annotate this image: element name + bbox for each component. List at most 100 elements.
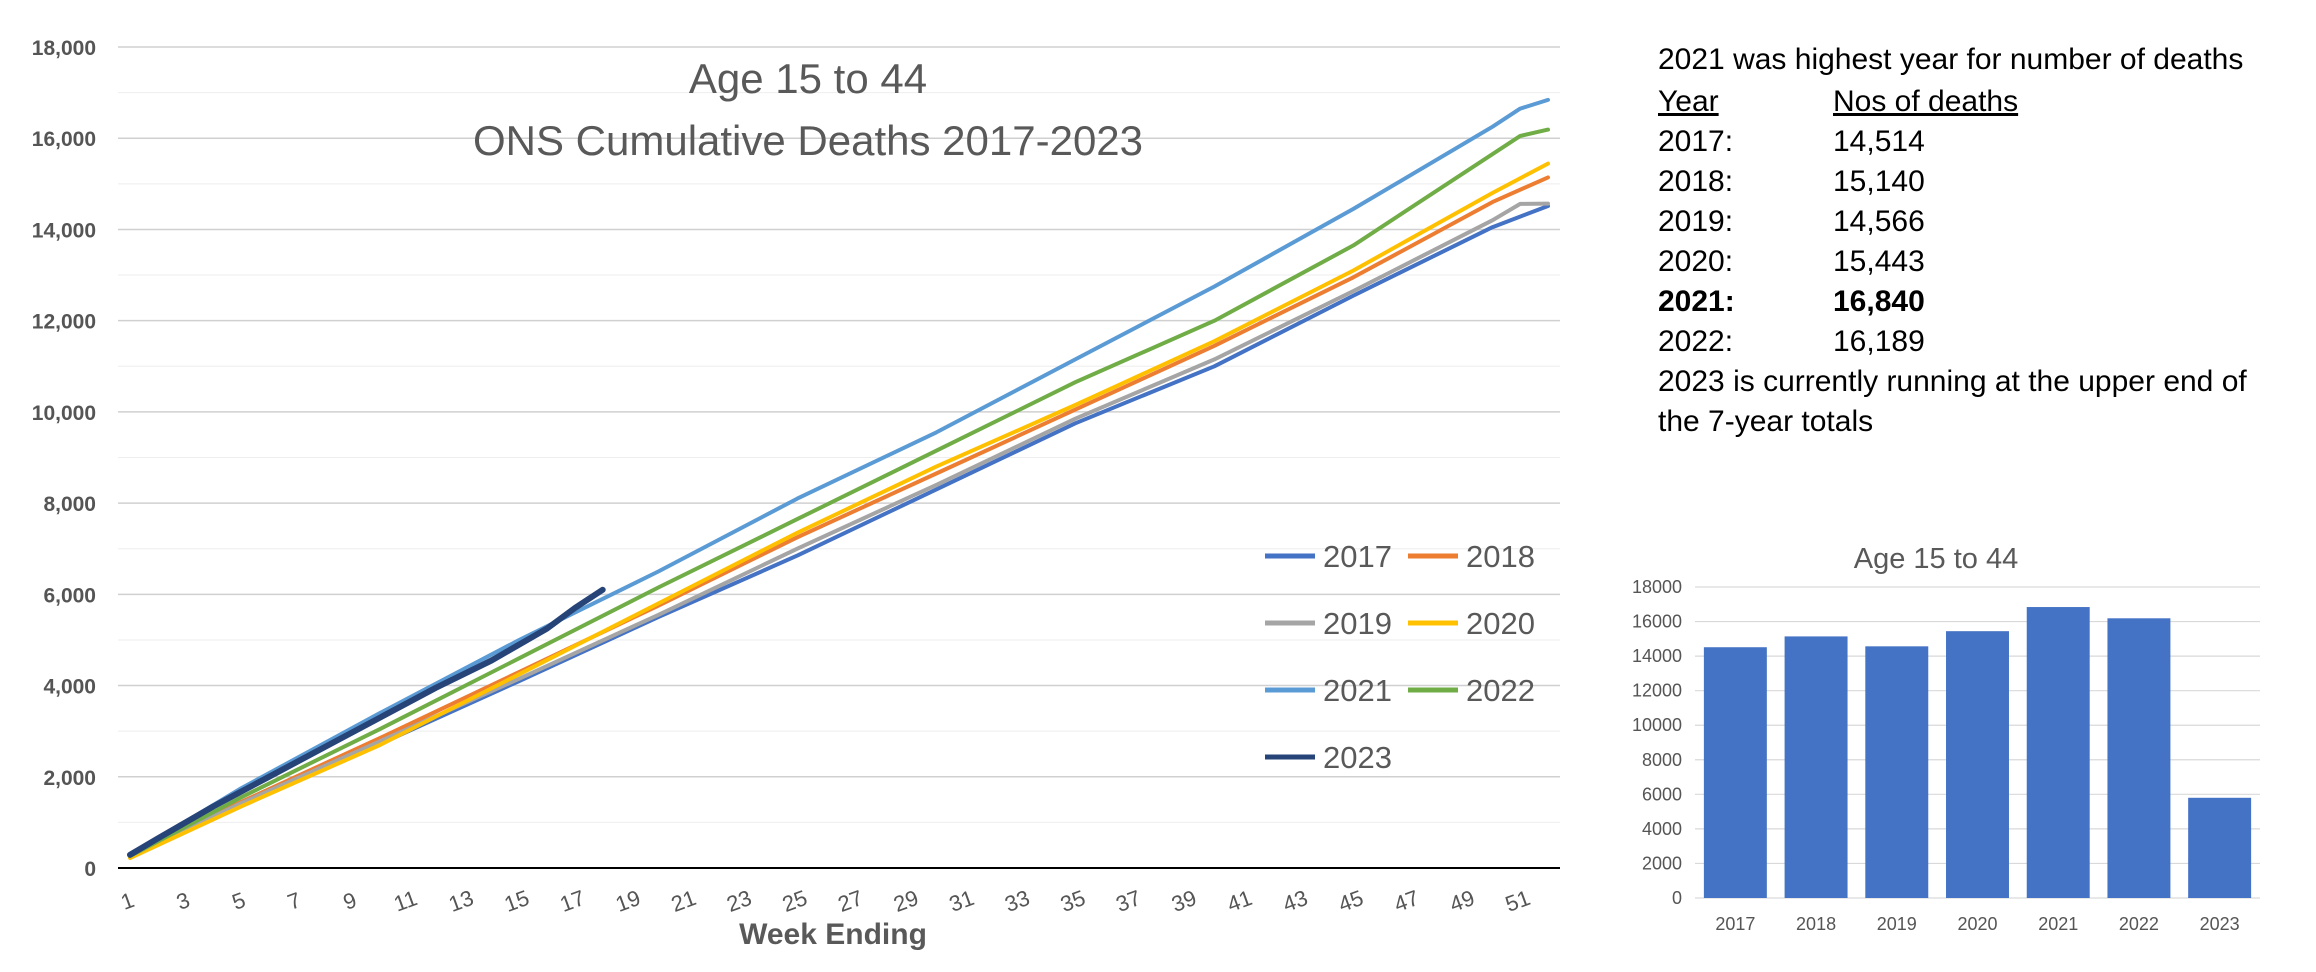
legend-label-2018: 2018 — [1466, 539, 1535, 574]
bar-y-tick-label: 8000 — [1642, 750, 1682, 770]
legend-label-2023: 2023 — [1323, 740, 1392, 775]
y-tick-label: 16,000 — [32, 128, 96, 151]
y-tick-label: 4,000 — [43, 676, 96, 699]
bar-x-tick-label: 2019 — [1877, 914, 1917, 934]
main-chart-title-line1: Age 15 to 44 — [689, 55, 927, 102]
row-deaths: 16,840 — [1833, 285, 1925, 318]
table-row: 2019: 14,566 — [1658, 202, 2278, 242]
bar-y-tick-label: 14000 — [1632, 646, 1682, 666]
row-year: 2021: — [1658, 285, 1735, 318]
row-year: 2019: — [1658, 205, 1734, 238]
header-deaths: Nos of deaths — [1833, 85, 2019, 118]
main-x-axis: 1 3 5 7 9 11 13 15 17 19 21 23 25 27 29 31 33 35 37 39 41 43 4… — [117, 867, 1560, 917]
legend-label-2019: 2019 — [1323, 606, 1392, 641]
y-tick-label: 6,000 — [43, 584, 96, 607]
x-tick-label: 21 — [668, 885, 700, 917]
x-tick-label: 23 — [723, 885, 755, 917]
row-year: 2018: — [1658, 165, 1734, 198]
bar-2017 — [1703, 647, 1767, 898]
bar-chart-title: Age 15 to 44 — [1854, 543, 2018, 575]
x-tick-label: 11 — [390, 885, 420, 916]
bar-y-tick-label: 6000 — [1642, 784, 1682, 804]
series-line-2023 — [127, 586, 606, 858]
legend-label-2017: 2017 — [1323, 539, 1392, 574]
x-tick-label: 31 — [946, 885, 978, 917]
bar-2019 — [1865, 646, 1929, 898]
bar-x-tick-label: 2022 — [2119, 914, 2159, 934]
x-tick-label: 15 — [501, 885, 533, 917]
row-year: 2022: — [1658, 325, 1734, 358]
x-tick-label: 43 — [1279, 885, 1311, 917]
bar-y-tick-label: 10000 — [1632, 715, 1682, 735]
x-tick-label: 45 — [1335, 885, 1367, 917]
table-row: 2018: 15,140 — [1658, 162, 2278, 202]
bar-x-tick-label: 2021 — [2038, 914, 2078, 934]
bar-y-tick-label: 4000 — [1642, 819, 1682, 839]
x-tick-label: 19 — [612, 885, 644, 917]
bar-y-tick-label: 16000 — [1632, 612, 1682, 632]
series-line-2021 — [128, 97, 1550, 858]
main-legend: 2017 2018 2019 2020 2021 2022 2023 — [1265, 539, 1535, 775]
x-tick-label: 7 — [284, 887, 304, 915]
bar-2018 — [1784, 636, 1848, 898]
annual-deaths-bar-chart: Age 15 to 44 0 2000 4000 6000 8000 10000 12000… — [1632, 543, 2260, 934]
row-deaths: 14,566 — [1833, 205, 1925, 238]
bar-2022 — [2107, 618, 2171, 898]
summary-note: 2023 is currently running at the upper e… — [1658, 365, 2247, 438]
series-line-2022 — [128, 127, 1550, 859]
bar-x-axis: 2017 2018 2019 2020 2021 2022 2023 — [1715, 914, 2239, 934]
x-tick-label: 9 — [340, 887, 360, 915]
summary-headline: 2021 was highest year for number of deat… — [1658, 43, 2244, 76]
y-tick-label: 10,000 — [32, 402, 96, 425]
x-tick-label: 29 — [890, 885, 922, 917]
x-tick-label: 41 — [1224, 885, 1256, 917]
bar-x-tick-label: 2020 — [1957, 914, 1997, 934]
deaths-table-header: Year Nos of deaths — [1658, 82, 2278, 122]
main-chart-title-line2: ONS Cumulative Deaths 2017-2023 — [473, 117, 1143, 164]
main-series-lines — [127, 97, 1550, 860]
x-tick-label: 5 — [229, 887, 249, 915]
bar-y-tick-label: 12000 — [1632, 681, 1682, 701]
row-year: 2017: — [1658, 125, 1734, 158]
legend-label-2021: 2021 — [1323, 673, 1392, 708]
deaths-table: Year Nos of deaths 2017: 14,514 2018: 15… — [1658, 82, 2278, 362]
bar-x-tick-label: 2023 — [2200, 914, 2240, 934]
row-year: 2020: — [1658, 245, 1734, 278]
x-tick-label: 39 — [1168, 885, 1200, 917]
x-tick-label: 25 — [779, 885, 811, 917]
main-y-axis: 0 2,000 4,000 6,000 8,000 10,000 12,000 14,000 1… — [32, 37, 96, 881]
y-tick-label: 12,000 — [32, 311, 96, 334]
bar-2023 — [2188, 797, 2252, 898]
header-year: Year — [1658, 85, 1719, 118]
series-line-2020 — [128, 161, 1550, 860]
series-line-2019 — [128, 201, 1550, 859]
x-tick-label: 17 — [557, 885, 589, 917]
bar-x-tick-label: 2018 — [1796, 914, 1836, 934]
table-row: 2020: 15,443 — [1658, 242, 2278, 282]
bar-2021 — [2026, 607, 2090, 898]
row-deaths: 15,443 — [1833, 245, 1925, 278]
x-tick-label: 49 — [1446, 885, 1478, 917]
bar-2020 — [1946, 631, 2009, 898]
y-tick-label: 0 — [84, 858, 96, 881]
row-deaths: 14,514 — [1833, 125, 1925, 158]
legend-label-2020: 2020 — [1466, 606, 1535, 641]
bar-y-tick-label: 0 — [1672, 888, 1682, 908]
bar-y-tick-label: 2000 — [1642, 853, 1682, 873]
x-tick-label: 1 — [117, 887, 137, 915]
series-line-2018 — [128, 175, 1550, 858]
cumulative-deaths-line-chart: 0 2,000 4,000 6,000 8,000 10,000 12,000 14,000 1… — [32, 37, 1560, 951]
summary-panel: 2021 was highest year for number of deat… — [1658, 40, 2278, 442]
y-tick-label: 18,000 — [32, 37, 96, 60]
y-tick-label: 8,000 — [43, 493, 96, 516]
x-tick-label: 3 — [173, 887, 193, 915]
table-row-highlight: 2021: 16,840 — [1658, 282, 2278, 322]
x-tick-label: 37 — [1113, 885, 1145, 917]
x-tick-label: 35 — [1057, 885, 1089, 917]
table-row: 2022: 16,189 — [1658, 322, 2278, 362]
x-tick-label: 27 — [835, 885, 867, 917]
bar-marks — [1703, 607, 2252, 898]
x-tick-label: 13 — [445, 885, 477, 917]
x-tick-label: 51 — [1502, 885, 1534, 917]
y-tick-label: 14,000 — [32, 219, 96, 242]
